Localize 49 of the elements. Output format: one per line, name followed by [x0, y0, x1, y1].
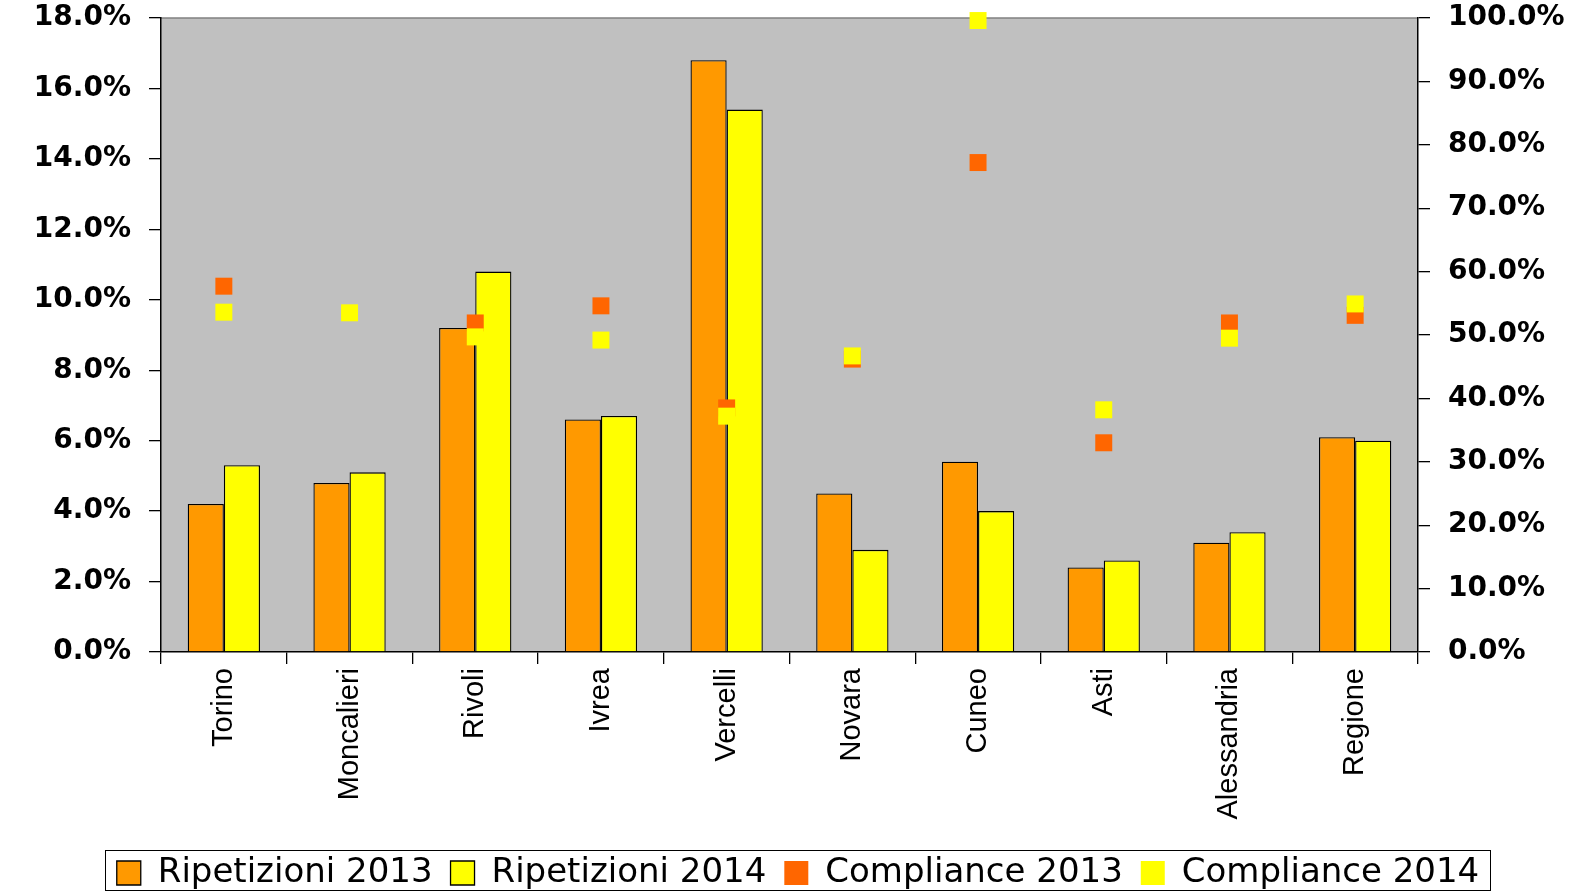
- x-tick-label: Moncalieri: [331, 668, 364, 801]
- y2-tick-label: 90.0%: [1448, 62, 1546, 96]
- point: [466, 328, 484, 346]
- y2-tick-label: 0.0%: [1448, 633, 1526, 667]
- y-tick-label: 10.0%: [33, 281, 131, 315]
- y-tick-label: 6.0%: [53, 421, 131, 455]
- x-tick-label: Vercelli: [708, 668, 741, 762]
- y2-tick-label: 60.0%: [1448, 252, 1546, 286]
- x-tick-label: Novara: [834, 667, 867, 762]
- point: [341, 304, 359, 322]
- x-tick-label: Torino: [205, 668, 238, 747]
- x-tick-label: Ivrea: [582, 667, 615, 733]
- y-tick-label: 16.0%: [33, 69, 131, 103]
- y-tick-label: 0.0%: [53, 633, 131, 667]
- point: [1220, 314, 1238, 332]
- y2-tick-label: 70.0%: [1448, 189, 1546, 223]
- point: [969, 12, 987, 30]
- legend-label: Ripetizioni 2014: [491, 849, 767, 890]
- y2-tick-label: 10.0%: [1448, 569, 1546, 603]
- point: [592, 331, 610, 349]
- y-tick-label: 18.0%: [33, 0, 131, 33]
- x-tick-label: Rivoli: [457, 668, 490, 739]
- point: [1220, 329, 1238, 347]
- x-tick-label: Regione: [1337, 668, 1370, 777]
- x-tick-label: Asti: [1085, 668, 1118, 717]
- y2-tick-label: 40.0%: [1448, 379, 1546, 413]
- y-tick-label: 2.0%: [53, 562, 131, 596]
- legend-label: Compliance 2014: [1181, 849, 1480, 890]
- legend-label: Compliance 2013: [825, 849, 1123, 890]
- point: [1095, 434, 1113, 452]
- y2-tick-label: 30.0%: [1448, 443, 1546, 477]
- y-tick-label: 4.0%: [53, 492, 131, 526]
- legend-label: Ripetizioni 2013: [157, 849, 433, 890]
- y2-tick-label: 100.0%: [1448, 0, 1565, 33]
- y2-tick-label: 20.0%: [1448, 506, 1546, 540]
- point: [1095, 401, 1113, 419]
- x-tick-label: Cuneo: [960, 668, 993, 754]
- point: [215, 303, 233, 321]
- point: [1346, 295, 1364, 313]
- y-tick-label: 14.0%: [33, 140, 131, 174]
- x-tick-label: Alessandria: [1211, 667, 1244, 820]
- point: [969, 154, 987, 172]
- point: [718, 407, 736, 425]
- point: [215, 277, 233, 295]
- point: [592, 297, 610, 315]
- y-tick-label: 8.0%: [53, 351, 131, 385]
- y2-tick-label: 80.0%: [1448, 126, 1546, 160]
- y-tick-label: 12.0%: [33, 210, 131, 244]
- y2-tick-label: 50.0%: [1448, 316, 1546, 350]
